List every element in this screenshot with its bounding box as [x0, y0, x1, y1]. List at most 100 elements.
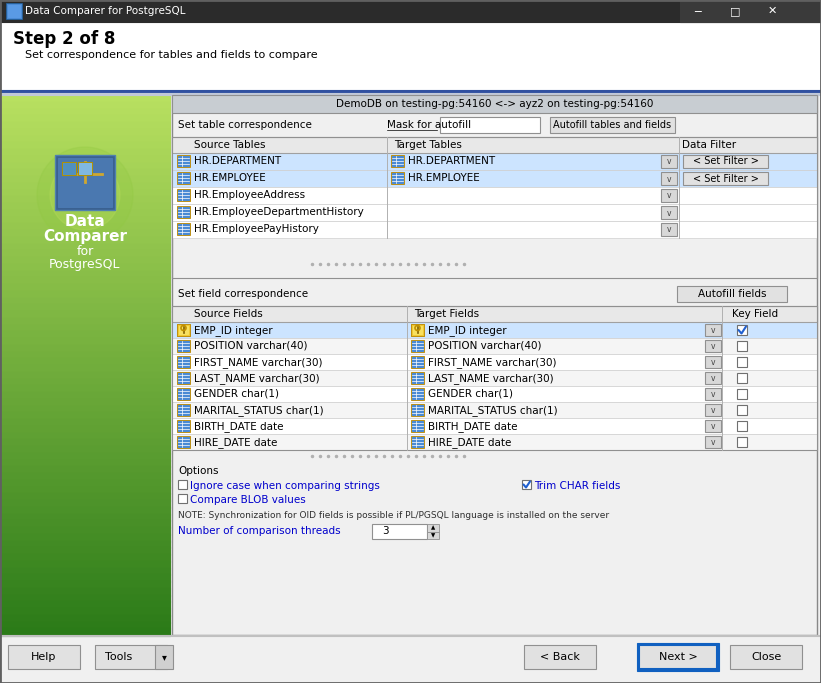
Text: Set table correspondence: Set table correspondence [178, 120, 312, 130]
Bar [680, 0, 821, 22]
Bar [178, 437, 189, 447]
Bar [8, 5, 20, 17]
Bar [661, 172, 677, 185]
Bar [0, 635, 821, 636]
Text: Target Fields: Target Fields [414, 309, 479, 319]
Text: v: v [667, 158, 672, 167]
Bar [661, 206, 677, 219]
Bar [412, 373, 423, 383]
Bar [177, 155, 190, 167]
Circle shape [50, 160, 120, 230]
Bar [0, 574, 170, 582]
Bar [0, 608, 170, 616]
Text: EMP_ID integer: EMP_ID integer [428, 325, 507, 336]
Text: v: v [667, 191, 672, 201]
Text: EMP_ID integer: EMP_ID integer [194, 325, 273, 336]
Bar [172, 418, 817, 434]
Bar [411, 324, 424, 336]
Bar [172, 434, 817, 450]
Text: HR.DEPARTMENT: HR.DEPARTMENT [194, 156, 281, 166]
Bar [177, 436, 190, 448]
Bar [392, 156, 403, 166]
Bar [172, 322, 817, 338]
Bar [178, 156, 189, 166]
Text: v: v [711, 390, 715, 399]
Bar [0, 237, 170, 245]
Bar [0, 210, 170, 217]
Text: v: v [711, 422, 715, 431]
Bar [0, 486, 170, 494]
Bar [412, 325, 423, 335]
Bar [8, 645, 80, 669]
Text: Data Filter: Data Filter [682, 140, 736, 150]
Bar [411, 324, 424, 336]
Bar [0, 615, 170, 622]
Bar [730, 645, 802, 669]
Text: NOTE: Synchronization for OID fields is possible if PL/PGSQL language is install: NOTE: Synchronization for OID fields is … [178, 511, 609, 520]
Bar [58, 158, 112, 207]
Text: Set correspondence for tables and fields to compare: Set correspondence for tables and fields… [25, 50, 318, 60]
Bar [177, 324, 190, 336]
Text: HR.EmployeeAddress: HR.EmployeeAddress [194, 190, 305, 200]
Text: Comparer: Comparer [43, 229, 127, 244]
Bar [0, 0, 821, 22]
Bar [391, 155, 404, 167]
Bar [172, 354, 817, 370]
Bar [0, 135, 170, 143]
Text: Next >: Next > [658, 652, 697, 662]
Bar [411, 372, 424, 384]
Bar [411, 388, 424, 400]
Bar [0, 304, 170, 312]
Bar [0, 514, 170, 521]
Bar [0, 581, 170, 589]
Bar [0, 520, 170, 528]
Bar [0, 561, 170, 568]
Bar [62, 162, 76, 175]
Bar [0, 189, 170, 197]
Text: Trim CHAR fields: Trim CHAR fields [534, 481, 621, 491]
Bar [411, 404, 424, 416]
Bar [0, 298, 170, 305]
Bar [179, 326, 188, 334]
Text: < Set Filter >: < Set Filter > [693, 156, 759, 167]
Bar [178, 405, 189, 415]
Text: v: v [711, 438, 715, 447]
Text: ▼: ▼ [431, 533, 435, 538]
Bar [0, 527, 170, 535]
Text: Options: Options [178, 466, 218, 476]
Text: Target Tables: Target Tables [394, 140, 462, 150]
Bar [0, 439, 170, 447]
Bar [178, 173, 189, 183]
Bar [0, 453, 170, 460]
Bar [737, 437, 747, 447]
Text: MARITAL_STATUS char(1): MARITAL_STATUS char(1) [194, 405, 323, 416]
Bar [177, 420, 190, 432]
Bar [172, 153, 817, 170]
Bar [0, 95, 170, 102]
Bar [0, 419, 170, 427]
Bar [155, 645, 173, 669]
Bar [0, 318, 170, 326]
Bar [0, 176, 170, 184]
Bar [0, 554, 170, 561]
Bar [427, 532, 439, 539]
Bar [0, 223, 170, 231]
Bar [172, 95, 817, 113]
Bar [427, 524, 439, 532]
Bar [737, 341, 747, 351]
Bar [177, 206, 190, 218]
Bar [0, 601, 170, 609]
Bar [172, 221, 817, 238]
Bar [0, 250, 170, 258]
Text: HR.EMPLOYEE: HR.EMPLOYEE [194, 173, 266, 183]
Text: HR.EmployeePayHistory: HR.EmployeePayHistory [194, 224, 319, 234]
Bar [705, 436, 721, 448]
Bar [550, 117, 675, 133]
Text: Data Comparer for PostgreSQL: Data Comparer for PostgreSQL [25, 6, 186, 16]
Bar [661, 155, 677, 168]
Bar [172, 338, 817, 354]
Text: Compare BLOB values: Compare BLOB values [190, 495, 305, 505]
Text: Close: Close [751, 652, 781, 662]
Bar [0, 163, 170, 170]
Text: v: v [711, 374, 715, 383]
